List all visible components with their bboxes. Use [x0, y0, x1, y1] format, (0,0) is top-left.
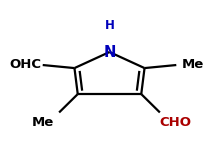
Text: Me: Me	[182, 58, 204, 71]
Text: H: H	[104, 19, 115, 32]
Text: CHO: CHO	[159, 116, 191, 129]
Text: Me: Me	[32, 116, 54, 129]
Text: OHC: OHC	[9, 58, 41, 71]
Text: N: N	[103, 45, 116, 60]
